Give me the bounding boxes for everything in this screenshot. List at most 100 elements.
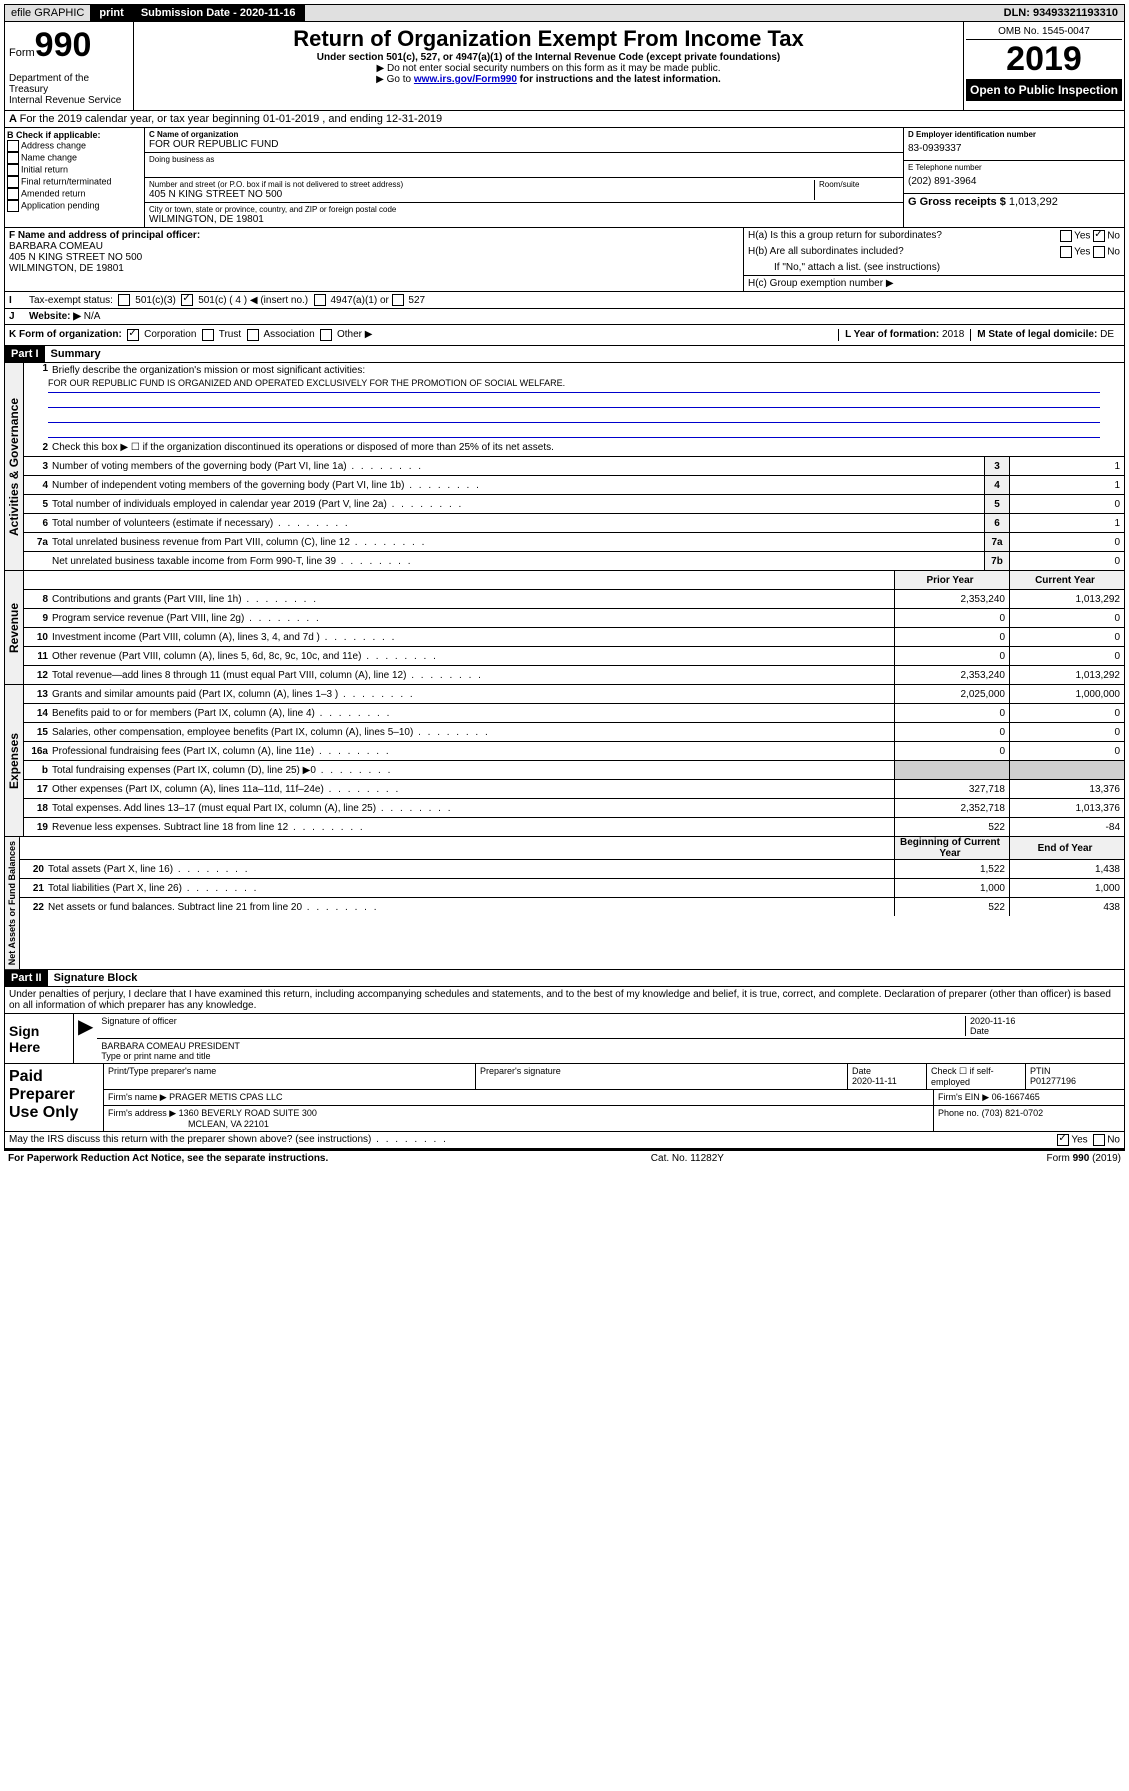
note-ssn: ▶ Do not enter social security numbers o…: [138, 63, 959, 74]
phone: (202) 891-3964: [908, 172, 1120, 191]
year-formation: 2018: [942, 329, 964, 340]
perjury-statement: Under penalties of perjury, I declare th…: [4, 987, 1125, 1014]
form-number-box: Form990: [5, 22, 134, 69]
summary-line: 22 Net assets or fund balances. Subtract…: [20, 898, 1124, 916]
summary-line: 15 Salaries, other compensation, employe…: [24, 723, 1124, 742]
summary-line: 9 Program service revenue (Part VIII, li…: [24, 609, 1124, 628]
discuss-no-checkbox[interactable]: [1093, 1134, 1105, 1146]
name-change-checkbox[interactable]: [7, 152, 19, 164]
summary-line: 12 Total revenue—add lines 8 through 11 …: [24, 666, 1124, 684]
form-subtitle: Under section 501(c), 527, or 4947(a)(1)…: [138, 52, 959, 63]
section-a: A For the 2019 calendar year, or tax yea…: [4, 111, 1125, 128]
section-f: F Name and address of principal officer:…: [5, 228, 744, 291]
section-b: B Check if applicable: Address change Na…: [5, 128, 145, 227]
top-toolbar: efile GRAPHIC print Submission Date - 20…: [4, 4, 1125, 22]
ptin: P01277196: [1030, 1076, 1076, 1086]
firm-ein: 06-1667465: [992, 1092, 1040, 1102]
summary-line: 6 Total number of volunteers (estimate i…: [24, 514, 1124, 533]
state-domicile: DE: [1100, 329, 1114, 340]
501c-checkbox[interactable]: [181, 294, 193, 306]
efile-label: efile GRAPHIC: [5, 5, 91, 21]
tab-revenue: Revenue: [5, 571, 24, 684]
omb-number: OMB No. 1545-0047: [966, 24, 1122, 40]
footer: For Paperwork Reduction Act Notice, see …: [4, 1149, 1125, 1166]
note-goto: ▶ Go to www.irs.gov/Form990 for instruct…: [138, 74, 959, 85]
submission-date-button[interactable]: Submission Date - 2020-11-16: [133, 5, 305, 21]
summary-line: 16a Professional fundraising fees (Part …: [24, 742, 1124, 761]
part1-revenue: Revenue Prior Year Current Year 8 Contri…: [4, 571, 1125, 685]
section-fgh: F Name and address of principal officer:…: [4, 228, 1125, 292]
part1-netassets: Net Assets or Fund Balances Beginning of…: [4, 837, 1125, 970]
dln-label: DLN: 93493321193310: [998, 5, 1124, 21]
hb-yes-checkbox[interactable]: [1060, 246, 1072, 258]
501c3-checkbox[interactable]: [118, 294, 130, 306]
app-pending-checkbox[interactable]: [7, 200, 19, 212]
addr-change-checkbox[interactable]: [7, 140, 19, 152]
amended-checkbox[interactable]: [7, 188, 19, 200]
part1-header: Part I Summary: [4, 346, 1125, 363]
gross-receipts: 1,013,292: [1009, 196, 1058, 208]
summary-line: 5 Total number of individuals employed i…: [24, 495, 1124, 514]
trust-checkbox[interactable]: [202, 329, 214, 341]
summary-line: 18 Total expenses. Add lines 13–17 (must…: [24, 799, 1124, 818]
title-box: Return of Organization Exempt From Incom…: [134, 22, 963, 110]
summary-line: 7a Total unrelated business revenue from…: [24, 533, 1124, 552]
irs-link[interactable]: www.irs.gov/Form990: [414, 74, 517, 85]
tab-activities-governance: Activities & Governance: [5, 363, 24, 570]
sig-date: 2020-11-16: [970, 1016, 1015, 1026]
ha-yes-checkbox[interactable]: [1060, 230, 1072, 242]
section-bcd: B Check if applicable: Address change Na…: [4, 128, 1125, 228]
year-box: OMB No. 1545-0047 2019 Open to Public In…: [963, 22, 1124, 110]
form-label: Form: [9, 47, 35, 59]
summary-line: Net unrelated business taxable income fr…: [24, 552, 1124, 570]
summary-line: 19 Revenue less expenses. Subtract line …: [24, 818, 1124, 836]
part2-header: Part II Signature Block: [4, 970, 1125, 987]
corp-checkbox[interactable]: [127, 329, 139, 341]
print-button[interactable]: print: [91, 5, 132, 21]
section-c: C Name of organization FOR OUR REPUBLIC …: [145, 128, 903, 227]
summary-line: 13 Grants and similar amounts paid (Part…: [24, 685, 1124, 704]
section-k: K Form of organization: Corporation Trus…: [4, 325, 1125, 346]
hb-no-checkbox[interactable]: [1093, 246, 1105, 258]
mission-text: FOR OUR REPUBLIC FUND IS ORGANIZED AND O…: [48, 378, 1100, 393]
summary-line: 14 Benefits paid to or for members (Part…: [24, 704, 1124, 723]
assoc-checkbox[interactable]: [247, 329, 259, 341]
form-header: Form990 Department of the Treasury Inter…: [4, 22, 1125, 111]
ha-no-checkbox[interactable]: [1093, 230, 1105, 242]
summary-line: 17 Other expenses (Part IX, column (A), …: [24, 780, 1124, 799]
summary-line: 20 Total assets (Part X, line 16) 1,522 …: [20, 860, 1124, 879]
final-return-checkbox[interactable]: [7, 176, 19, 188]
summary-line: 21 Total liabilities (Part X, line 26) 1…: [20, 879, 1124, 898]
initial-return-checkbox[interactable]: [7, 164, 19, 176]
tax-year: 2019: [966, 40, 1122, 79]
summary-line: 3 Number of voting members of the govern…: [24, 457, 1124, 476]
sign-here-section: Sign Here ▶ Signature of officer 2020-11…: [4, 1014, 1125, 1064]
dept-treasury: Department of the Treasury Internal Reve…: [5, 69, 134, 110]
org-city: WILMINGTON, DE 19801: [149, 214, 899, 225]
section-j: J Website: ▶ N/A: [4, 309, 1125, 325]
part1-expenses: Expenses 13 Grants and similar amounts p…: [4, 685, 1125, 837]
firm-name: PRAGER METIS CPAS LLC: [169, 1092, 282, 1102]
tab-expenses: Expenses: [5, 685, 24, 836]
paid-preparer-section: Paid Preparer Use Only Print/Type prepar…: [4, 1064, 1125, 1132]
sign-arrow-icon: ▶: [74, 1014, 97, 1063]
form-title: Return of Organization Exempt From Incom…: [138, 26, 959, 52]
tab-net-assets: Net Assets or Fund Balances: [5, 837, 20, 969]
discuss-row: May the IRS discuss this return with the…: [4, 1132, 1125, 1149]
officer-printed-name: BARBARA COMEAU PRESIDENT: [101, 1041, 1120, 1051]
section-h: H(a) Is this a group return for subordin…: [744, 228, 1124, 291]
firm-addr: 1360 BEVERLY ROAD SUITE 300: [179, 1108, 317, 1118]
other-checkbox[interactable]: [320, 329, 332, 341]
section-i: I Tax-exempt status: 501(c)(3) 501(c) ( …: [4, 292, 1125, 309]
summary-line: 4 Number of independent voting members o…: [24, 476, 1124, 495]
org-address: 405 N KING STREET NO 500: [149, 189, 814, 200]
527-checkbox[interactable]: [392, 294, 404, 306]
discuss-yes-checkbox[interactable]: [1057, 1134, 1069, 1146]
part1-body: Activities & Governance 1 Briefly descri…: [4, 363, 1125, 571]
summary-line: 10 Investment income (Part VIII, column …: [24, 628, 1124, 647]
org-name: FOR OUR REPUBLIC FUND: [149, 139, 899, 150]
4947-checkbox[interactable]: [314, 294, 326, 306]
firm-phone: (703) 821-0702: [982, 1108, 1044, 1118]
summary-line: 8 Contributions and grants (Part VIII, l…: [24, 590, 1124, 609]
officer-name: BARBARA COMEAU: [9, 241, 739, 252]
